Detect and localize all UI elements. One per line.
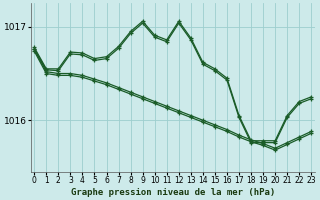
X-axis label: Graphe pression niveau de la mer (hPa): Graphe pression niveau de la mer (hPa) <box>71 188 275 197</box>
